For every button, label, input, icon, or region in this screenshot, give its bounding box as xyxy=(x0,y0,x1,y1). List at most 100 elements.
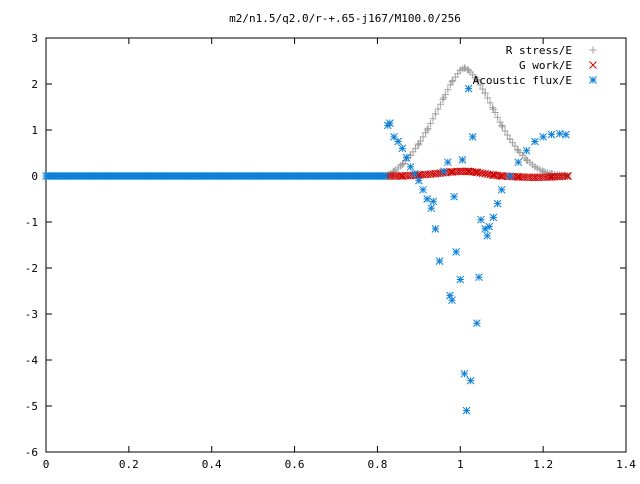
data-point xyxy=(486,99,494,107)
x-tick-label: 0.2 xyxy=(119,458,139,471)
data-point xyxy=(444,86,452,94)
data-point xyxy=(494,113,502,121)
data-point xyxy=(468,133,477,141)
y-tick-label: -3 xyxy=(25,308,38,321)
series-1 xyxy=(381,167,572,182)
y-tick-label: 3 xyxy=(31,32,38,45)
data-point xyxy=(465,66,473,74)
data-point xyxy=(423,195,431,203)
data-point xyxy=(398,144,407,153)
y-tick-label: -5 xyxy=(25,400,38,413)
data-point xyxy=(481,169,489,178)
data-point xyxy=(555,129,564,138)
data-point xyxy=(440,94,448,102)
data-point xyxy=(489,171,498,179)
data-point xyxy=(476,81,484,89)
legend-marker xyxy=(589,76,597,84)
data-point xyxy=(464,84,473,93)
data-point xyxy=(436,100,444,108)
data-point xyxy=(483,231,492,240)
data-point xyxy=(556,171,564,179)
data-point xyxy=(456,275,465,284)
data-point xyxy=(497,185,506,194)
data-point xyxy=(560,172,569,181)
data-point xyxy=(427,204,436,213)
data-point xyxy=(415,140,423,148)
series-2 xyxy=(383,84,570,415)
data-point xyxy=(431,110,439,118)
data-point xyxy=(386,119,394,127)
data-point xyxy=(410,169,419,178)
data-point xyxy=(460,64,468,72)
data-point xyxy=(547,130,556,139)
data-point xyxy=(497,172,506,180)
data-point xyxy=(458,156,467,164)
data-point xyxy=(406,162,415,171)
y-tick-label: -4 xyxy=(25,354,39,367)
data-point xyxy=(446,81,454,89)
data-point xyxy=(462,406,471,415)
legend-label: Acoustic flux/E xyxy=(473,74,572,87)
x-tick-label: 1.4 xyxy=(616,458,636,471)
series-3 xyxy=(42,172,390,180)
data-point xyxy=(448,78,456,86)
data-point xyxy=(547,173,556,181)
data-point xyxy=(419,185,427,194)
data-point xyxy=(414,141,422,149)
axis-ticks: 0 0.2 0.4 0.6 0.8 1 1.2 1.4 3 2 1 0 -1 -2 -3 -4 -5 -6 xyxy=(25,32,637,471)
y-tick-label: -6 xyxy=(25,446,38,459)
y-tick-label: 0 xyxy=(31,170,38,183)
data-point xyxy=(429,197,438,206)
data-point xyxy=(473,75,481,83)
data-point xyxy=(475,273,483,282)
data-point xyxy=(493,199,502,208)
data-point xyxy=(489,105,497,113)
data-point xyxy=(522,146,531,155)
data-point xyxy=(394,137,402,146)
data-point xyxy=(466,376,475,385)
data-point xyxy=(444,158,452,167)
data-point xyxy=(431,169,440,178)
data-point xyxy=(531,163,539,171)
data-point xyxy=(474,77,482,85)
data-point xyxy=(479,85,487,93)
data-point xyxy=(562,130,570,139)
data-point xyxy=(398,161,406,168)
x-tick-label: 0.8 xyxy=(367,458,387,471)
data-point xyxy=(499,123,507,131)
chart-title: m2/n1.5/q2.0/r-+.65-j167/M100.0/256 xyxy=(229,12,461,25)
data-point xyxy=(381,172,390,180)
data-point xyxy=(514,158,523,167)
chart-marks xyxy=(42,64,572,415)
data-point xyxy=(434,105,442,113)
data-point xyxy=(564,172,572,180)
data-point xyxy=(441,91,449,99)
data-point xyxy=(464,167,473,176)
data-point xyxy=(496,118,504,126)
data-point xyxy=(439,95,447,103)
data-point xyxy=(419,133,427,141)
x-tick-label: 1.2 xyxy=(533,458,553,471)
data-point xyxy=(423,126,431,134)
data-point xyxy=(489,104,497,112)
y-tick-label: 1 xyxy=(31,124,38,137)
data-point xyxy=(481,89,489,97)
data-point xyxy=(452,248,460,256)
data-point xyxy=(484,94,492,102)
data-point xyxy=(439,167,448,176)
data-point xyxy=(402,153,411,162)
data-point xyxy=(498,121,506,129)
y-tick-label: 2 xyxy=(31,78,38,91)
data-point xyxy=(531,137,539,146)
legend-label: G work/E xyxy=(519,59,572,72)
data-point xyxy=(506,172,514,180)
data-point xyxy=(398,172,407,180)
y-tick-label: -1 xyxy=(25,216,38,229)
data-point xyxy=(489,213,498,222)
data-point xyxy=(431,225,440,233)
y-tick-label: -2 xyxy=(25,262,38,275)
x-tick-label: 0 xyxy=(43,458,50,471)
